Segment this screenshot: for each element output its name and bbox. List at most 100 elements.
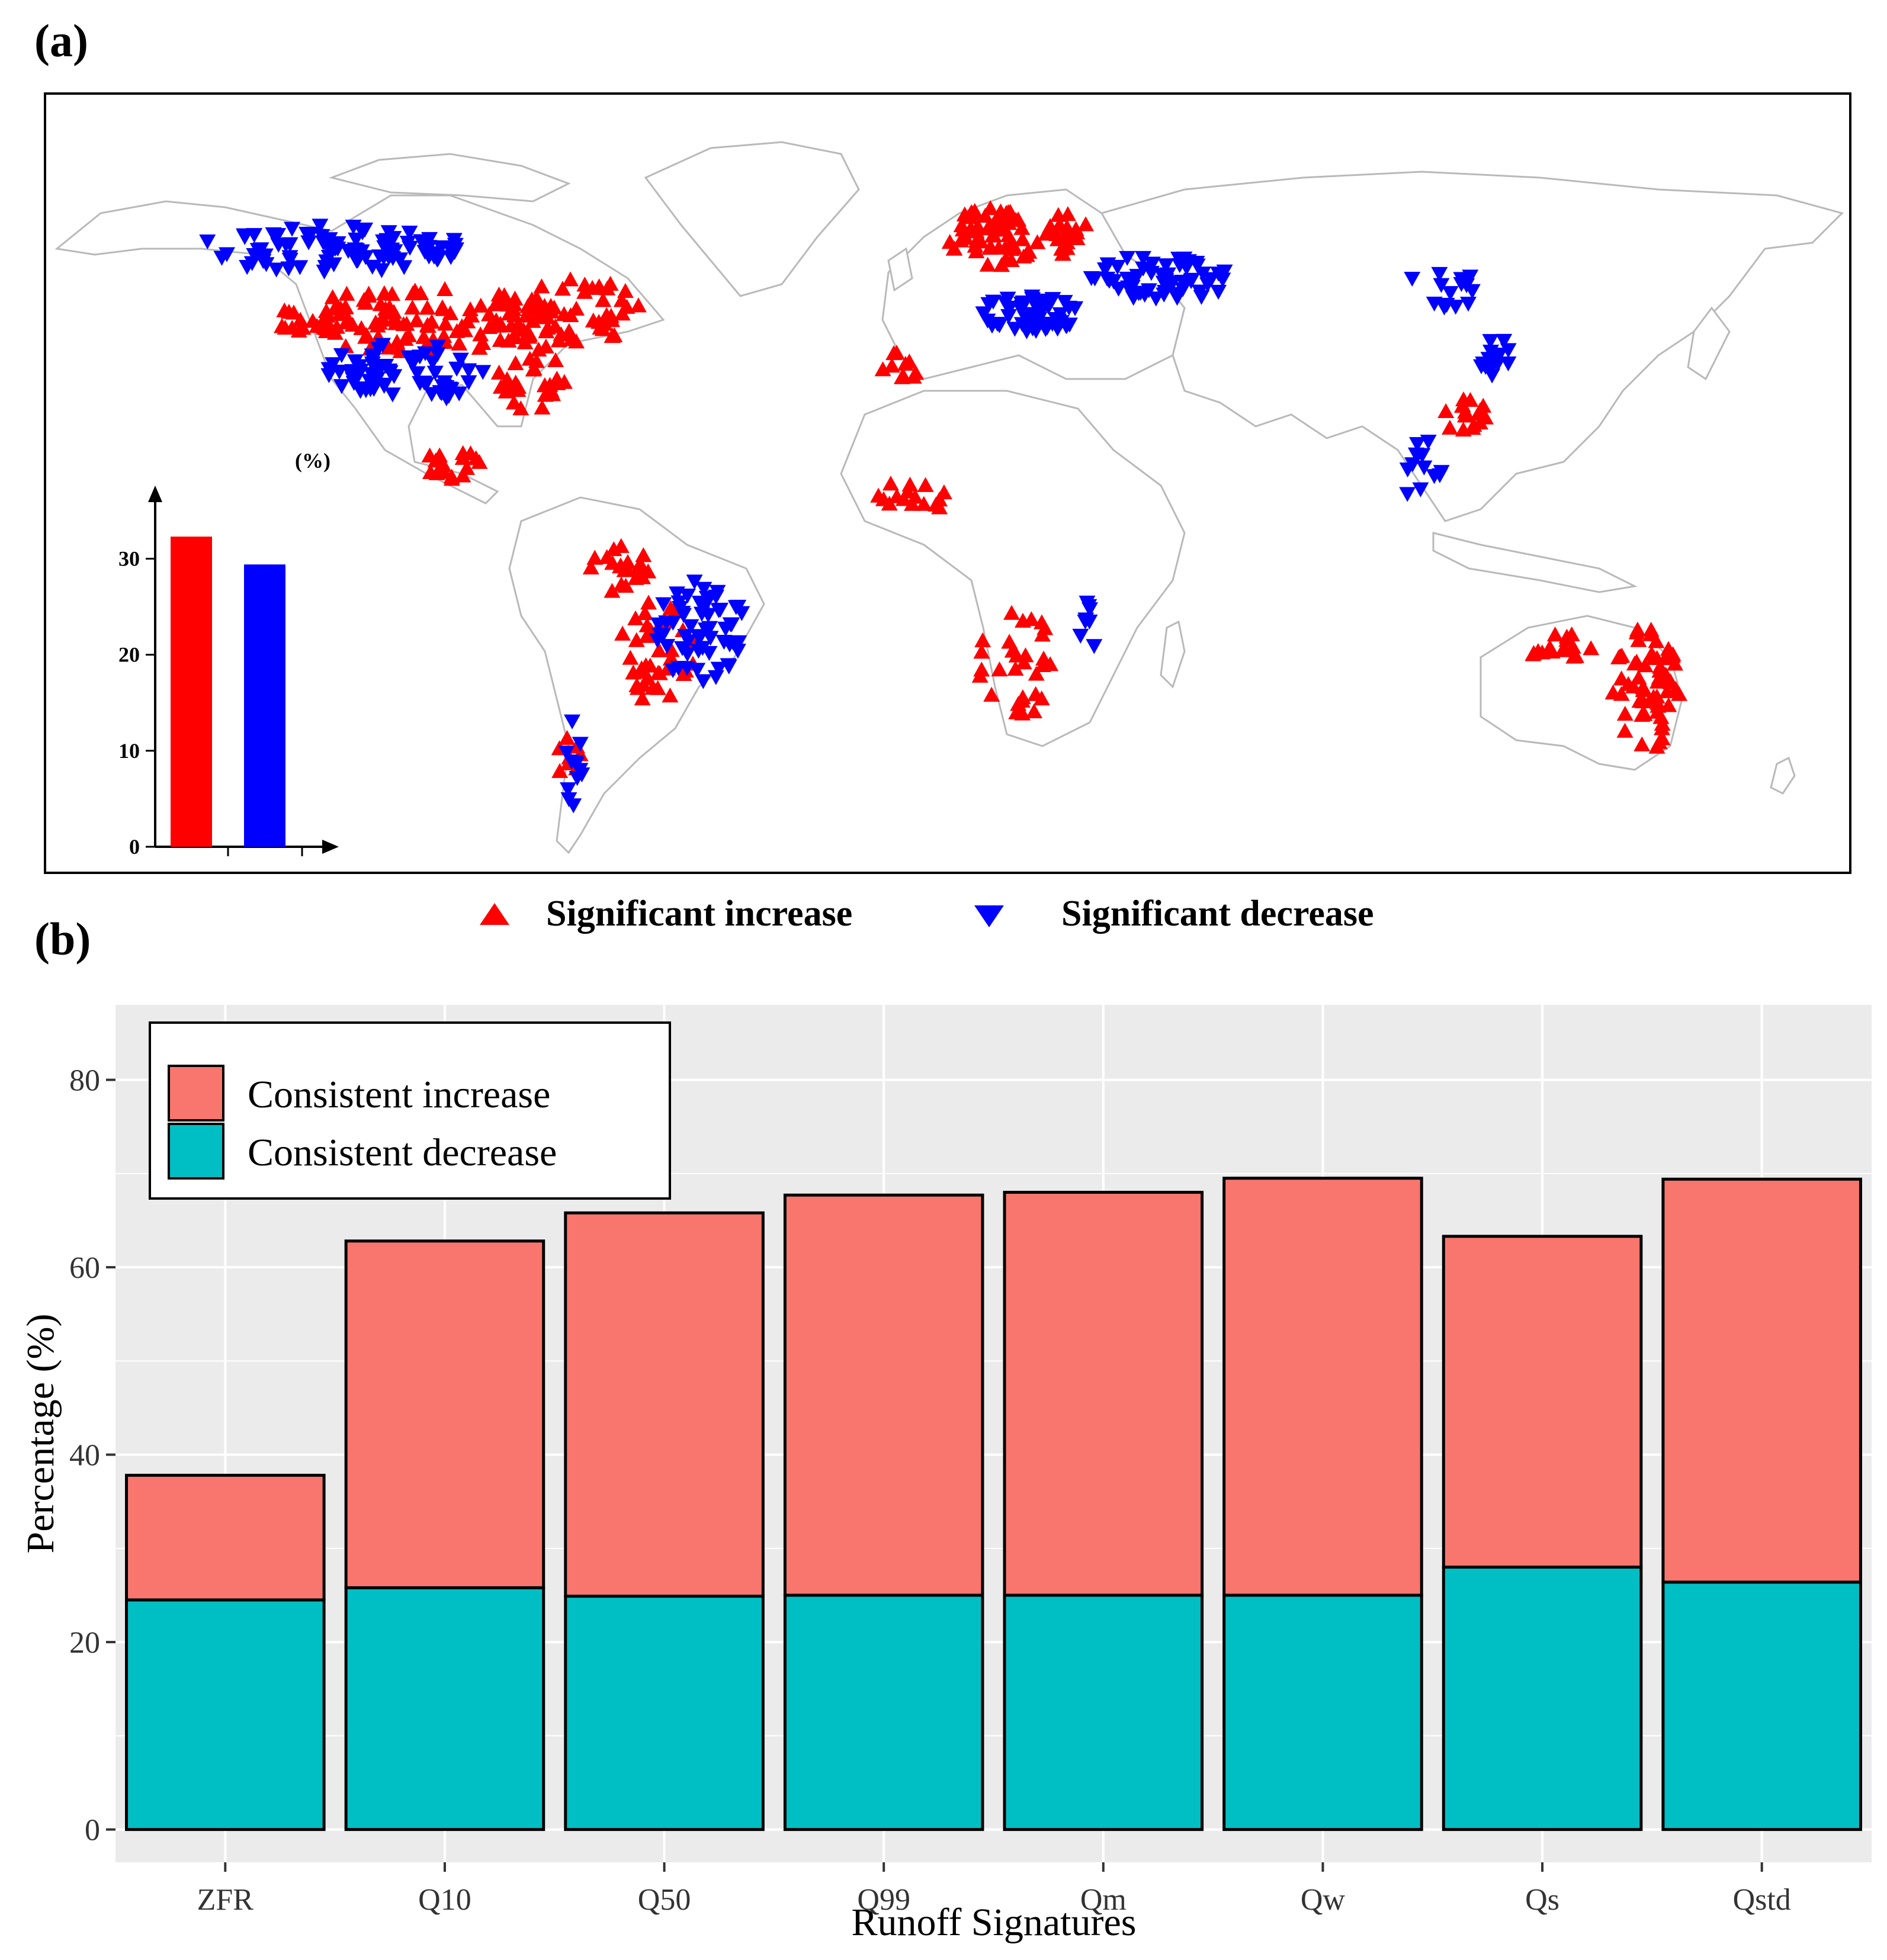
increase-marker-icon [1001, 634, 1018, 649]
decrease-marker-icon [564, 714, 581, 730]
increase-marker-icon [627, 570, 644, 585]
increase-marker-icon [1034, 626, 1051, 642]
increase-marker-icon [443, 468, 460, 484]
decrease-marker-icon [1023, 319, 1040, 334]
decrease-marker-icon [1188, 256, 1205, 271]
increase-marker-icon [530, 341, 547, 357]
decrease-marker-icon [682, 619, 699, 634]
increase-marker-icon [885, 345, 903, 361]
increase-marker-icon [1014, 705, 1031, 721]
increase-marker-icon [931, 499, 948, 515]
increase-marker-icon [638, 628, 655, 643]
legend-box [149, 1021, 671, 1200]
increase-marker-icon [451, 335, 468, 351]
decrease-marker-icon [448, 242, 465, 258]
increase-marker-icon [276, 302, 293, 317]
y-tick-label: 80 [69, 1064, 100, 1098]
decrease-marker-icon [1442, 286, 1459, 301]
decrease-marker-icon [677, 629, 694, 644]
bar-consistent-decrease-qw [1222, 1593, 1423, 1832]
increase-marker-icon [1475, 397, 1492, 413]
increase-marker-icon [1456, 407, 1474, 423]
increase-marker-icon [586, 550, 604, 565]
decrease-marker-icon [426, 365, 444, 381]
increase-marker-icon [1657, 666, 1674, 682]
increase-marker-icon [1628, 624, 1645, 640]
decrease-marker-icon [724, 635, 742, 651]
increase-marker-icon [917, 477, 934, 492]
increase-marker-icon [1583, 640, 1600, 656]
increase-marker-icon [582, 559, 599, 575]
legend-swatch-increase [168, 1065, 224, 1122]
increase-marker-icon [357, 294, 374, 310]
decrease-marker-icon [448, 361, 466, 377]
decrease-marker-icon [400, 350, 418, 365]
increase-marker-icon [336, 299, 354, 315]
increase-marker-icon [1038, 226, 1055, 241]
increase-marker-icon [559, 730, 576, 745]
decrease-marker-icon [1431, 266, 1448, 282]
bar-consistent-increase-qstd [1661, 1177, 1862, 1584]
decrease-marker-icon [362, 367, 380, 383]
increase-marker-icon [528, 290, 545, 305]
decrease-marker-icon [277, 237, 294, 253]
increase-marker-icon [649, 680, 666, 695]
decrease-marker-icon [975, 306, 993, 322]
increase-marker-icon [968, 243, 985, 259]
increase-marker-icon [1003, 605, 1020, 620]
greenland-landmass [644, 141, 860, 297]
increase-marker-icon [883, 358, 900, 373]
decrease-marker-icon [460, 363, 477, 378]
increase-marker-icon [1441, 419, 1458, 435]
decrease-marker-icon [365, 381, 383, 397]
increase-marker-icon [1054, 246, 1071, 261]
increase-marker-icon [1628, 653, 1645, 669]
increase-marker-icon [324, 289, 341, 304]
inset-bar-increase [171, 536, 212, 847]
increase-marker-icon [507, 329, 524, 345]
decrease-marker-icon [695, 674, 712, 689]
increase-marker-icon [371, 314, 389, 330]
increase-marker-icon [991, 661, 1008, 677]
increase-marker-icon [628, 677, 646, 692]
increase-marker-icon [1546, 626, 1564, 642]
increase-marker-icon [1029, 234, 1046, 249]
bar-consistent-increase-q50 [564, 1211, 765, 1598]
increase-marker-icon [1635, 679, 1652, 695]
decrease-marker-icon [346, 354, 364, 369]
decrease-marker-icon [429, 339, 446, 355]
decrease-marker-icon [1484, 368, 1501, 384]
increase-marker-icon [550, 332, 567, 348]
decrease-marker-icon [984, 294, 1002, 310]
increase-marker-icon [625, 664, 642, 680]
increase-marker-icon [605, 541, 622, 557]
increase-marker-icon [1652, 709, 1670, 724]
increase-marker-icon [547, 318, 564, 333]
increase-marker-icon [1051, 216, 1068, 232]
inset-y-tick-label: 0 [129, 835, 140, 859]
decrease-marker-icon [694, 641, 711, 656]
increase-marker-icon [901, 354, 918, 369]
increase-marker-icon [1035, 650, 1052, 666]
decrease-marker-icon [255, 254, 272, 269]
increase-marker-icon [974, 632, 991, 648]
decrease-marker-icon [1002, 300, 1019, 316]
increase-marker-icon [326, 324, 344, 340]
increase-marker-icon [585, 312, 602, 327]
decrease-marker-icon [318, 254, 335, 269]
increase-marker-icon [453, 318, 470, 333]
decrease-marker-icon [1172, 252, 1189, 268]
decrease-marker-icon [567, 757, 585, 773]
increase-marker-icon [562, 307, 579, 323]
decrease-marker-icon [1214, 272, 1231, 288]
increase-marker-icon [1077, 216, 1095, 232]
increase-marker-icon [641, 657, 659, 673]
increase-marker-icon [1666, 656, 1683, 671]
decrease-marker-icon [1433, 278, 1450, 293]
increase-marker-icon [980, 218, 997, 234]
decrease-marker-icon [1140, 283, 1157, 298]
increase-marker-icon [956, 230, 973, 245]
increase-marker-icon [1642, 622, 1660, 637]
decrease-marker-icon [668, 586, 685, 602]
decrease-marker-icon [1399, 462, 1416, 478]
